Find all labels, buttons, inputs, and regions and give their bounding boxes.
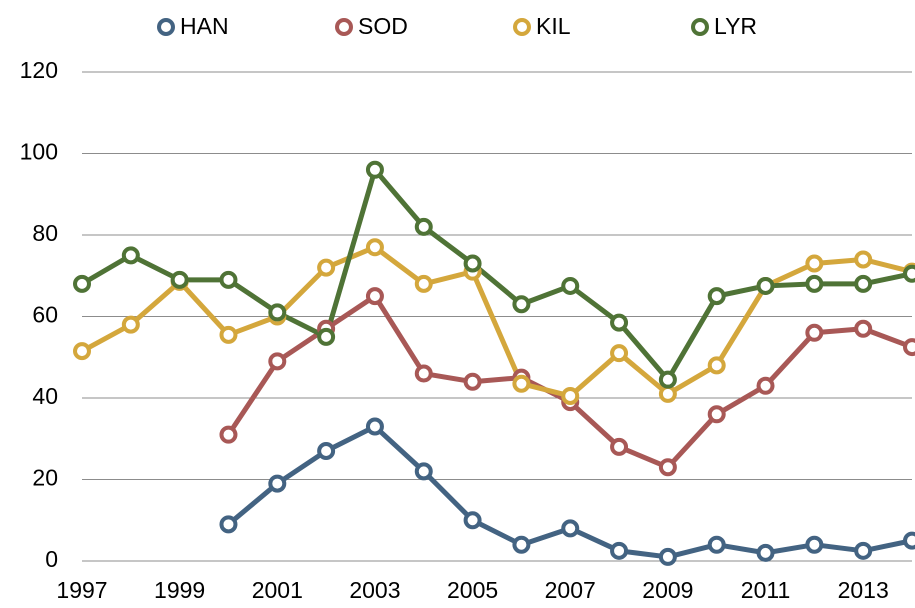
- legend-marker: [335, 18, 353, 36]
- data-point: [854, 250, 873, 269]
- legend-marker: [691, 18, 709, 36]
- data-point: [805, 323, 824, 342]
- data-point: [658, 370, 677, 389]
- data-point: [707, 535, 726, 554]
- x-tick-label: 1999: [154, 577, 205, 603]
- data-point: [512, 535, 531, 554]
- data-point: [903, 264, 915, 283]
- data-point: [317, 327, 336, 346]
- data-point: [121, 246, 140, 265]
- data-point: [73, 342, 91, 361]
- data-point: [268, 303, 287, 322]
- data-point: [365, 238, 384, 257]
- data-point: [707, 356, 726, 375]
- data-point: [561, 386, 580, 405]
- legend-label: SOD: [358, 13, 408, 39]
- data-point: [268, 352, 287, 371]
- x-tick-label: 2007: [545, 577, 596, 603]
- data-point: [512, 374, 531, 393]
- data-point: [658, 458, 677, 477]
- data-point: [121, 315, 140, 334]
- data-point: [854, 541, 873, 560]
- data-point: [854, 319, 873, 338]
- data-point: [268, 474, 287, 493]
- data-point: [658, 547, 677, 566]
- data-point: [707, 287, 726, 306]
- data-point: [463, 511, 482, 530]
- legend-marker: [513, 18, 531, 36]
- data-point: [610, 313, 629, 332]
- legend-label: LYR: [714, 13, 757, 39]
- data-point: [219, 515, 238, 534]
- x-tick-label: 2005: [447, 577, 498, 603]
- legend-marker: [157, 18, 175, 36]
- data-point: [756, 543, 775, 562]
- data-point: [365, 287, 384, 306]
- y-tick-label: 60: [32, 302, 58, 328]
- data-point: [805, 535, 824, 554]
- data-point: [610, 541, 629, 560]
- data-point: [658, 384, 677, 403]
- y-tick-label: 0: [45, 546, 58, 572]
- x-tick-label: 2001: [252, 577, 303, 603]
- y-tick-label: 100: [20, 139, 58, 165]
- y-tick-label: 80: [32, 220, 58, 246]
- data-point: [365, 417, 384, 436]
- data-point: [219, 270, 238, 289]
- data-point: [610, 437, 629, 456]
- data-point: [317, 441, 336, 460]
- data-point: [903, 338, 915, 357]
- series-line: [80, 244, 913, 399]
- data-point: [219, 325, 238, 344]
- x-tick-label: 2009: [642, 577, 693, 603]
- data-point: [317, 258, 336, 277]
- data-point: [756, 276, 775, 295]
- data-point: [854, 274, 873, 293]
- data-point: [707, 405, 726, 424]
- x-tick-label: 2013: [838, 577, 889, 603]
- data-point: [414, 364, 433, 383]
- data-point: [170, 270, 189, 289]
- data-point: [561, 519, 580, 538]
- data-point: [805, 274, 824, 293]
- x-tick-label: 1997: [56, 577, 107, 603]
- data-point: [73, 274, 91, 293]
- data-point: [365, 160, 384, 179]
- x-tick-label: 2003: [349, 577, 400, 603]
- data-point: [756, 376, 775, 395]
- y-tick-label: 20: [32, 465, 58, 491]
- legend-label: KIL: [536, 13, 571, 39]
- data-point: [903, 531, 915, 550]
- legend-label: HAN: [180, 13, 229, 39]
- data-point: [805, 254, 824, 273]
- data-point: [610, 344, 629, 363]
- x-tick-label: 2011: [741, 577, 790, 603]
- data-point: [414, 274, 433, 293]
- data-point: [414, 217, 433, 236]
- data-point: [414, 462, 433, 481]
- data-point: [219, 425, 238, 444]
- data-point: [512, 295, 531, 314]
- y-tick-label: 120: [20, 57, 58, 83]
- y-tick-label: 40: [32, 383, 58, 409]
- data-point: [463, 254, 482, 273]
- data-point: [561, 276, 580, 295]
- data-point: [463, 372, 482, 391]
